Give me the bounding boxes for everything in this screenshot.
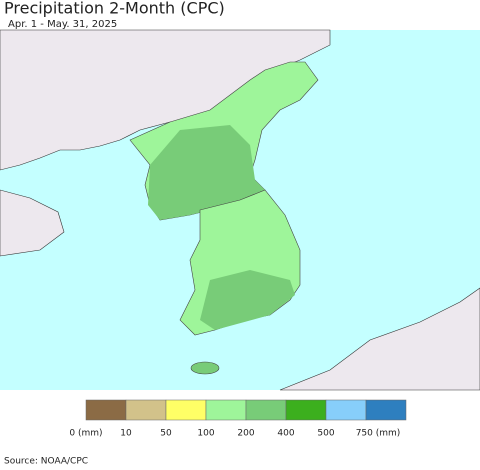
japan (279, 287, 480, 391)
legend-label: 500 (317, 429, 334, 439)
legend-swatch (325, 399, 367, 421)
legend-label: 100 (197, 429, 214, 439)
legend-swatch (165, 399, 207, 421)
legend-swatch (365, 399, 407, 421)
legend-label: 0 (mm) (69, 429, 102, 439)
legend-label: 200 (237, 429, 254, 439)
legend-label: 10 (120, 429, 132, 439)
source: Source: NOAA/CPC (4, 457, 88, 467)
south-korea-wet (200, 270, 295, 330)
legend-swatch (285, 399, 327, 421)
legend-label: 50 (160, 429, 172, 439)
legend-swatch (245, 399, 287, 421)
legend: 0 (mm) 10 50 100 200 400 500 750 (mm) (69, 399, 407, 439)
title: Precipitation 2-Month (CPC) (4, 0, 225, 18)
legend-swatch (205, 399, 247, 421)
legend-swatch (85, 399, 127, 421)
north-korea-wet (148, 125, 265, 220)
legend-swatch (125, 399, 167, 421)
china-russia (0, 29, 331, 171)
subtitle: Apr. 1 - May. 31, 2025 (8, 19, 117, 30)
legend-label: 750 (mm) (356, 429, 401, 439)
map (0, 29, 480, 391)
legend-label: 400 (277, 429, 294, 439)
jeju (190, 361, 220, 375)
china-coast (0, 189, 65, 257)
